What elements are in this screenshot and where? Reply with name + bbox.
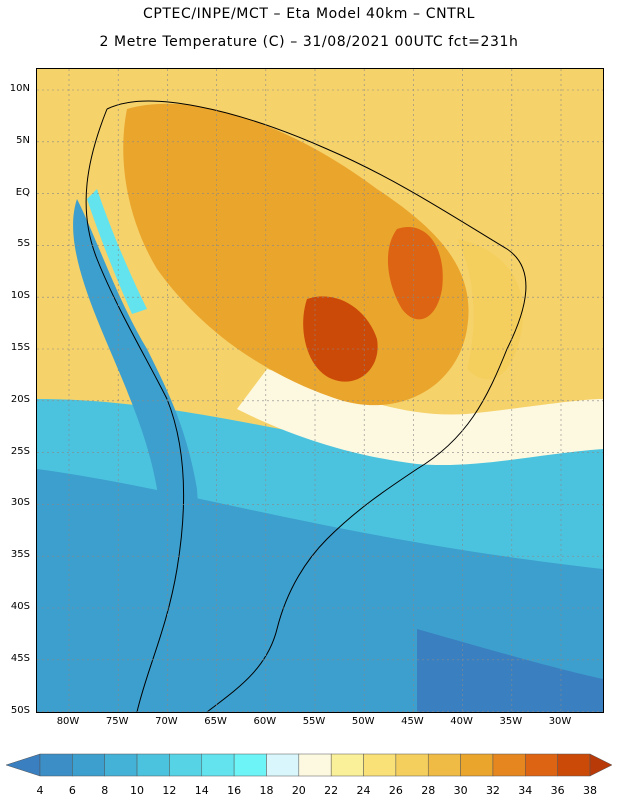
colorbar-right-arrow — [589, 753, 612, 777]
colorbar-left-arrow — [6, 753, 41, 777]
colorbar-tick-label: 14 — [194, 784, 209, 797]
colorbar-tick-label: 26 — [388, 784, 403, 797]
colorbar-segment — [169, 753, 203, 777]
colorbar-segment — [395, 753, 429, 777]
map-title: CPTEC/INPE/MCT – Eta Model 40km – CNTRL — [142, 6, 476, 22]
colorbar-tick-label: 24 — [356, 784, 371, 797]
latitude-label: 10N — [9, 83, 30, 94]
longitude-label: 50W — [351, 716, 375, 727]
hot-spot-central — [303, 296, 378, 382]
coldest-ocean-region — [417, 629, 603, 712]
colorbar-segment — [330, 753, 364, 777]
latitude-label: 40S — [10, 601, 30, 612]
longitude-label: 60W — [253, 716, 277, 727]
latitude-label: EQ — [15, 186, 30, 198]
map-subtitle: 2 Metre Temperature (C) – 31/08/2021 00U… — [99, 34, 519, 50]
colorbar-segment — [201, 753, 235, 777]
colorbar-tick-label: 36 — [550, 784, 565, 797]
colorbar-tick-label: 12 — [162, 784, 177, 797]
colorbar-segment — [104, 753, 138, 777]
colorbar-segment — [298, 753, 332, 777]
colorbar-tick-label: 34 — [518, 784, 533, 797]
temperature-map — [36, 68, 604, 713]
latitude-label: 20S — [10, 393, 30, 405]
longitude-label: 55W — [302, 716, 326, 727]
colorbar-segment — [266, 753, 300, 777]
latitude-label: 10S — [10, 290, 30, 302]
northeast-coast — [457, 239, 524, 380]
colorbar-segment — [39, 753, 73, 777]
latitude-label: 5N — [16, 134, 30, 146]
latitude-label: 30S — [10, 497, 30, 509]
colorbar-tick-label: 8 — [101, 784, 109, 797]
longitude-label: 40W — [450, 716, 473, 727]
colorbar-segment — [233, 753, 267, 777]
coastline — [85, 100, 527, 712]
latitude-label: 45S — [10, 652, 30, 664]
colorbar-tick-label: 18 — [259, 784, 274, 797]
longitude-label: 30W — [548, 716, 572, 727]
colorbar-tick-label: 28 — [421, 784, 436, 797]
andes-north-cool — [87, 189, 147, 314]
colorbar-tick-label: 38 — [583, 784, 597, 797]
colorbar-segment — [363, 753, 397, 777]
colorbar-segment — [72, 753, 105, 777]
latitude-label: 5S — [17, 238, 30, 250]
hot-interior — [123, 103, 469, 406]
colorbar-segment — [492, 753, 526, 777]
gridlines — [37, 69, 603, 712]
andes-cold-strip — [73, 199, 198, 712]
longitude-label: 75W — [105, 716, 129, 727]
colorbar-segment — [460, 753, 494, 777]
colorbar-segment — [427, 753, 461, 777]
latitude-label: 50S — [10, 704, 30, 716]
latitude-label: 35S — [10, 549, 30, 561]
latitude-label: 15S — [10, 342, 30, 353]
hot-spot-northeast — [387, 227, 443, 320]
colorbar-tick-label: 4 — [36, 784, 44, 797]
longitude-label: 35W — [499, 716, 523, 727]
colorbar-tick-label: 30 — [453, 784, 468, 797]
colorbar-tick-label: 22 — [324, 784, 339, 797]
colorbar-tick-label: 6 — [68, 784, 76, 797]
colorbar-tick-label: 10 — [130, 784, 145, 797]
colorbar-tick-label: 32 — [485, 784, 500, 797]
longitude-label: 65W — [204, 716, 227, 727]
latitude-label: 25S — [10, 445, 30, 457]
colorbar-segment — [136, 753, 170, 777]
colorbar-segment — [557, 753, 591, 777]
longitude-label: 80W — [56, 716, 80, 727]
colorbar — [6, 753, 612, 777]
longitude-label: 45W — [401, 716, 424, 727]
colorbar-tick-label: 16 — [227, 784, 242, 797]
colorbar-segment — [525, 753, 558, 777]
colorbar-tick-label: 20 — [291, 784, 306, 797]
temperature-field — [37, 69, 603, 712]
longitude-label: 70W — [155, 716, 178, 727]
